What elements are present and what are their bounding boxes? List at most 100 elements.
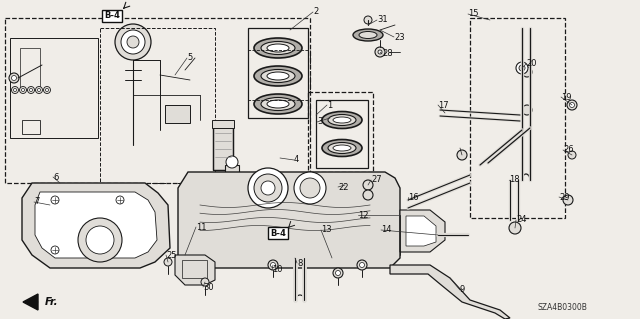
Text: 5: 5 bbox=[187, 54, 192, 63]
Text: 23: 23 bbox=[394, 33, 404, 41]
Text: 7: 7 bbox=[34, 197, 40, 206]
Circle shape bbox=[44, 86, 51, 93]
Circle shape bbox=[378, 50, 382, 54]
Bar bbox=[22, 120, 40, 134]
Circle shape bbox=[357, 260, 367, 270]
Circle shape bbox=[254, 174, 282, 202]
Ellipse shape bbox=[261, 70, 295, 83]
Circle shape bbox=[13, 88, 17, 92]
Text: 24: 24 bbox=[516, 216, 527, 225]
Circle shape bbox=[29, 88, 33, 92]
Bar bbox=[308, 92, 373, 172]
Text: 30: 30 bbox=[203, 283, 214, 292]
Circle shape bbox=[268, 260, 278, 270]
Circle shape bbox=[294, 172, 326, 204]
Circle shape bbox=[22, 88, 24, 92]
Circle shape bbox=[248, 168, 288, 208]
Text: 20: 20 bbox=[526, 60, 536, 69]
Circle shape bbox=[364, 16, 372, 24]
Text: 31: 31 bbox=[377, 16, 388, 25]
Text: 22: 22 bbox=[338, 182, 349, 191]
Text: 3: 3 bbox=[317, 117, 323, 127]
Circle shape bbox=[333, 268, 343, 278]
Circle shape bbox=[375, 47, 385, 57]
Ellipse shape bbox=[333, 145, 351, 151]
Polygon shape bbox=[390, 265, 510, 319]
Text: 13: 13 bbox=[321, 226, 332, 234]
Text: 6: 6 bbox=[53, 173, 58, 182]
Polygon shape bbox=[22, 183, 170, 268]
Ellipse shape bbox=[267, 44, 289, 52]
Ellipse shape bbox=[359, 32, 377, 39]
Circle shape bbox=[568, 151, 576, 159]
Text: 9: 9 bbox=[460, 286, 465, 294]
Circle shape bbox=[127, 36, 139, 48]
Circle shape bbox=[457, 150, 467, 160]
Text: 17: 17 bbox=[438, 100, 449, 109]
Text: 29: 29 bbox=[559, 192, 570, 202]
Ellipse shape bbox=[267, 72, 289, 80]
Ellipse shape bbox=[322, 139, 362, 157]
Circle shape bbox=[509, 222, 521, 234]
Circle shape bbox=[201, 278, 209, 286]
Circle shape bbox=[116, 196, 124, 204]
Polygon shape bbox=[400, 210, 445, 252]
Circle shape bbox=[19, 86, 26, 93]
Text: SZA4B0300B: SZA4B0300B bbox=[538, 303, 588, 313]
Polygon shape bbox=[23, 294, 38, 310]
Text: 28: 28 bbox=[382, 49, 392, 58]
Polygon shape bbox=[175, 255, 215, 285]
Bar bbox=[212, 120, 234, 128]
Circle shape bbox=[78, 218, 122, 262]
Bar bbox=[5, 18, 310, 183]
Circle shape bbox=[51, 246, 59, 254]
Circle shape bbox=[271, 263, 275, 268]
Bar bbox=[182, 260, 207, 278]
Bar bbox=[316, 100, 368, 168]
Circle shape bbox=[522, 67, 532, 77]
Circle shape bbox=[570, 102, 575, 108]
Circle shape bbox=[522, 105, 532, 115]
Circle shape bbox=[51, 196, 59, 204]
Text: 1: 1 bbox=[327, 100, 332, 109]
Circle shape bbox=[363, 190, 373, 200]
Circle shape bbox=[363, 180, 373, 190]
Text: 19: 19 bbox=[561, 93, 572, 101]
Text: 25: 25 bbox=[166, 250, 177, 259]
Ellipse shape bbox=[254, 66, 302, 86]
Ellipse shape bbox=[333, 117, 351, 123]
Bar bbox=[10, 38, 98, 138]
Ellipse shape bbox=[328, 143, 356, 153]
Text: 27: 27 bbox=[371, 175, 381, 184]
Bar bbox=[213, 125, 233, 170]
Polygon shape bbox=[406, 216, 436, 246]
Circle shape bbox=[121, 30, 145, 54]
Circle shape bbox=[360, 263, 365, 268]
Circle shape bbox=[45, 88, 49, 92]
Circle shape bbox=[12, 86, 19, 93]
Circle shape bbox=[563, 195, 573, 205]
Polygon shape bbox=[178, 172, 400, 268]
Text: 4: 4 bbox=[294, 155, 300, 165]
Polygon shape bbox=[35, 192, 157, 258]
Text: 8: 8 bbox=[297, 258, 302, 268]
Circle shape bbox=[567, 100, 577, 110]
Circle shape bbox=[300, 178, 320, 198]
Bar bbox=[213, 125, 233, 170]
Bar bbox=[248, 28, 308, 118]
Ellipse shape bbox=[254, 38, 302, 58]
Text: 15: 15 bbox=[468, 10, 479, 19]
Circle shape bbox=[164, 258, 172, 266]
Circle shape bbox=[115, 24, 151, 60]
Text: 10: 10 bbox=[272, 265, 282, 275]
Ellipse shape bbox=[328, 115, 356, 125]
Circle shape bbox=[28, 86, 35, 93]
Bar bbox=[165, 105, 190, 123]
Text: B-4: B-4 bbox=[270, 228, 286, 238]
Text: Fr.: Fr. bbox=[45, 297, 59, 307]
Bar bbox=[470, 18, 565, 218]
Ellipse shape bbox=[261, 98, 295, 110]
Circle shape bbox=[9, 73, 19, 83]
Circle shape bbox=[335, 271, 340, 276]
Circle shape bbox=[86, 226, 114, 254]
